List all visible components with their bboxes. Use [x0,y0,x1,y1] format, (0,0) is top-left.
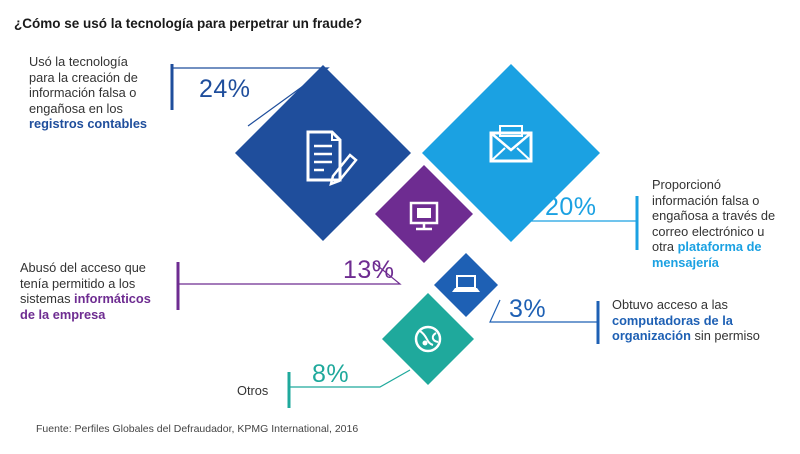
laptop-icon [452,275,480,292]
connector-registros-line [172,67,330,127]
label-computadoras-line3: sin permiso [690,328,760,343]
envelope-icon [489,125,533,163]
label-sistemas-line2: tenía permitido a los [20,275,136,291]
label-mensajeria-line1: Proporcionó [652,177,722,192]
label-computadoras-bold2: organización [612,328,691,343]
label-registros-line3: información falsa o [29,85,137,100]
label-sistemas-line3: sistemas [20,291,75,306]
label-registros-line2: para la creación de [29,69,138,85]
connector-computadoras-line [489,299,598,323]
connector-sistemas-line [178,261,402,285]
value-mensajeria: 20% [545,193,597,221]
label-mensajeria-bold1: plataforma de [677,239,762,254]
value-otros: 8% [312,360,350,388]
diamond-mensajeria [422,64,600,242]
value-computadoras: 3% [509,295,547,323]
label-computadoras: Obtuvo acceso a las computadoras de la o… [612,297,760,344]
value-registros: 24% [199,75,251,103]
label-mensajeria-bold2: mensajería [652,254,719,270]
document-pen-icon [306,130,358,187]
label-sistemas-bold1: informáticos [74,291,151,306]
label-mensajeria-line5: otra [652,239,678,254]
label-sistemas: Abusó del acceso que tenía permitido a l… [20,260,151,322]
label-registros-bold: registros contables [29,116,148,131]
chart-title: ¿Cómo se usó la tecnología para perpetra… [14,16,363,31]
label-otros: Otros [237,383,269,398]
label-mensajeria-line3: engañosa a través de [652,208,776,223]
label-registros: Usó la tecnología para la creación de in… [29,54,147,132]
label-sistemas-line1: Abusó del acceso que [20,260,146,275]
label-sistemas-bold2: de la empresa [20,306,106,322]
label-mensajeria-line2: información falsa o [652,192,760,208]
label-mensajeria-line4: correo electrónico u [652,223,765,239]
connector-otros-line [289,369,411,388]
diamond-otros [382,293,474,385]
label-computadoras-line1: Obtuvo acceso a las [612,297,728,312]
label-registros-line1: Usó la tecnología [29,54,128,69]
globe-icon [414,325,442,353]
label-computadoras-bold1: computadoras de la [612,312,733,328]
source-note: Fuente: Perfiles Globales del Defraudado… [36,423,359,435]
diamond-computadoras [434,253,498,317]
monitor-icon [409,201,439,231]
label-registros-line4: engañosa en los [29,100,123,116]
value-sistemas: 13% [343,256,395,284]
label-mensajeria: Proporcionó información falsa o engañosa… [652,177,775,270]
